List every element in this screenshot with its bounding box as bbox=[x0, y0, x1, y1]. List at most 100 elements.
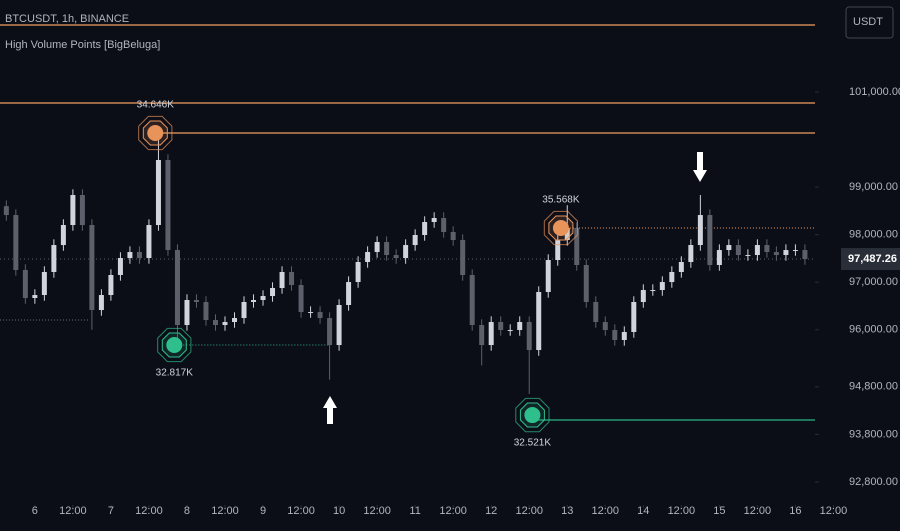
marker-outer bbox=[157, 327, 192, 363]
candle-body bbox=[193, 300, 199, 303]
candle-body bbox=[688, 245, 694, 263]
candle-body bbox=[251, 300, 257, 303]
up-arrow bbox=[323, 396, 337, 424]
x-tick-label: 6 bbox=[32, 505, 38, 517]
x-tick-label: 10 bbox=[333, 505, 345, 517]
currency-label[interactable]: USDT bbox=[853, 16, 883, 28]
x-tick-label: 9 bbox=[260, 505, 266, 517]
candle-body bbox=[498, 322, 504, 331]
candle-body bbox=[764, 245, 770, 253]
x-tick-label: 12:00 bbox=[211, 505, 239, 517]
candle-body bbox=[707, 215, 713, 266]
marker-dot bbox=[166, 336, 183, 353]
candle-body bbox=[783, 250, 789, 256]
candle-body bbox=[374, 242, 380, 253]
candle-body bbox=[412, 235, 418, 246]
candle-body bbox=[241, 302, 247, 319]
candle-body bbox=[184, 300, 190, 326]
candle-body bbox=[279, 271, 285, 289]
candle-body bbox=[127, 252, 133, 259]
candle-body bbox=[441, 218, 447, 233]
marker-outer bbox=[543, 210, 578, 246]
candle-body bbox=[612, 330, 618, 340]
candle-body bbox=[460, 239, 466, 275]
y-tick-label: 97,000.00 bbox=[849, 276, 898, 288]
candle-body bbox=[602, 322, 608, 331]
x-tick-label: 12:00 bbox=[668, 505, 696, 517]
candle-body bbox=[697, 215, 703, 246]
last-price-label: 97,487.26 bbox=[848, 253, 897, 265]
y-tick-label: 96,000.00 bbox=[849, 324, 898, 336]
x-tick-label: 12:00 bbox=[744, 505, 772, 517]
candle-body bbox=[678, 262, 684, 272]
candle-body bbox=[564, 228, 570, 240]
marker-dot bbox=[524, 407, 541, 424]
candle-body bbox=[507, 330, 513, 332]
down-arrow bbox=[693, 152, 707, 182]
candle-body bbox=[754, 245, 760, 256]
candle-body bbox=[536, 292, 542, 351]
candle-body bbox=[270, 288, 276, 297]
candle-body bbox=[431, 218, 437, 223]
x-tick-label: 12 bbox=[485, 505, 497, 517]
candle-body bbox=[583, 265, 589, 303]
candle-body bbox=[726, 245, 732, 251]
x-tick-label: 11 bbox=[409, 505, 420, 517]
x-tick-label: 13 bbox=[561, 505, 573, 517]
candle-body bbox=[555, 239, 561, 261]
marker-dot bbox=[552, 220, 569, 237]
plot-area bbox=[0, 24, 815, 433]
x-tick-label: 7 bbox=[108, 505, 114, 517]
candle-body bbox=[631, 302, 637, 333]
candle-body bbox=[165, 160, 171, 251]
y-tick-label: 99,000.00 bbox=[849, 181, 898, 193]
candle-body bbox=[650, 290, 656, 292]
candle-body bbox=[298, 285, 304, 313]
candle-body bbox=[155, 160, 161, 226]
x-tick-label: 12:00 bbox=[820, 505, 848, 517]
candle-body bbox=[773, 252, 779, 256]
volume-marker bbox=[138, 115, 173, 151]
candle-body bbox=[403, 245, 409, 259]
candle-body bbox=[41, 271, 47, 296]
y-tick-label: 101,000.00 bbox=[849, 86, 900, 98]
candle-body bbox=[174, 250, 180, 326]
candle-body bbox=[289, 271, 295, 286]
y-tick-label: 92,800.00 bbox=[849, 476, 898, 488]
candle-body bbox=[308, 312, 314, 314]
candle-body bbox=[422, 222, 428, 236]
currency-box[interactable] bbox=[845, 6, 894, 39]
x-tick-label: 16 bbox=[789, 505, 801, 517]
marker-label: 32.817K bbox=[156, 368, 194, 379]
candle-body bbox=[792, 250, 798, 252]
candle-body bbox=[146, 225, 152, 259]
x-tick-label: 12:00 bbox=[439, 505, 467, 517]
candle-body bbox=[469, 274, 475, 326]
marker-dot bbox=[147, 125, 164, 142]
candle-body bbox=[222, 322, 228, 326]
x-tick-label: 12:00 bbox=[363, 505, 391, 517]
candle-body bbox=[327, 318, 333, 346]
candle-body bbox=[108, 274, 114, 296]
candle-body bbox=[136, 252, 142, 259]
candle-body bbox=[70, 195, 76, 226]
volume-marker bbox=[515, 397, 550, 433]
candle-body bbox=[526, 322, 532, 351]
candle-body bbox=[365, 252, 371, 263]
marker-outer bbox=[138, 115, 173, 151]
candle-body bbox=[22, 269, 28, 299]
candle-body bbox=[13, 215, 19, 270]
candle-body bbox=[659, 282, 665, 291]
candle-body bbox=[232, 318, 238, 323]
candle-body bbox=[3, 206, 9, 216]
candle-body bbox=[212, 320, 218, 326]
candle-body bbox=[621, 332, 627, 340]
candle-body bbox=[745, 255, 751, 257]
candle-body bbox=[89, 225, 95, 311]
candle-body bbox=[79, 195, 85, 226]
candle-body bbox=[336, 304, 342, 346]
y-tick-label: 93,800.00 bbox=[849, 428, 898, 440]
candle-body bbox=[574, 228, 580, 266]
x-tick-label: 14 bbox=[637, 505, 649, 517]
